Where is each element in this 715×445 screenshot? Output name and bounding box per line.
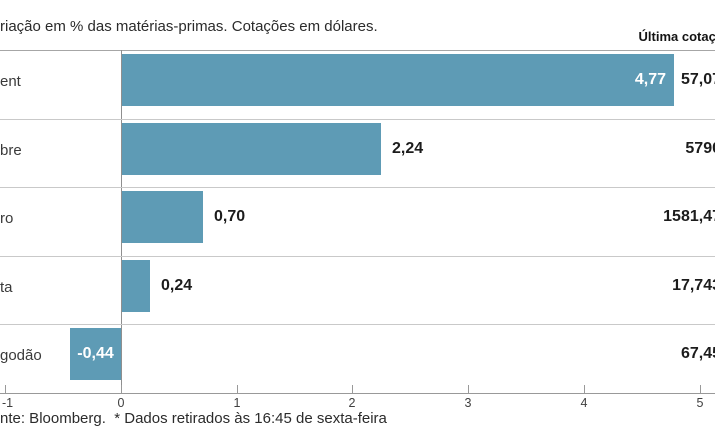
category-label-ouro: ro — [0, 210, 14, 227]
bar-algodao — [70, 328, 121, 380]
x-tick-label: 5 — [696, 396, 704, 410]
last-quote-prata: 17,743 — [672, 277, 715, 294]
last-quote-algodao: 67,45 — [680, 345, 715, 362]
x-axis-tick — [5, 385, 6, 393]
source-note: nte: Bloomberg. * Dados retirados às 16:… — [0, 410, 387, 427]
bar-value-prata: 0,24 — [161, 277, 193, 294]
last-quote-column-header: Última cotação — [638, 29, 715, 44]
bar-ouro — [122, 191, 203, 243]
bar-value-ouro: 0,70 — [214, 208, 246, 225]
chart-top-border — [0, 50, 715, 51]
last-quote-ouro: 1581,47 — [663, 208, 715, 225]
row-separator — [0, 324, 715, 325]
bar-value-algodao: -0,44 — [77, 345, 114, 362]
x-axis-tick — [237, 385, 238, 393]
last-quote-brent: 57,07 — [680, 71, 715, 88]
x-axis-tick — [584, 385, 585, 393]
category-label-algodao: godão — [0, 347, 42, 364]
x-tick-label: 1 — [233, 396, 241, 410]
x-axis-tick — [121, 385, 122, 393]
x-tick-label: 0 — [117, 396, 125, 410]
zero-axis-line — [121, 50, 122, 393]
chart-row-brent: ent 4,77 57,07 — [0, 50, 715, 118]
row-separator — [0, 256, 715, 257]
category-label-prata: ta — [0, 279, 13, 296]
row-separator — [0, 187, 715, 188]
x-tick-label: 4 — [580, 396, 588, 410]
x-axis-tick — [352, 385, 353, 393]
x-axis-tick — [468, 385, 469, 393]
last-quote-cobre: 5790 — [685, 140, 715, 157]
chart-subtitle: riação em % das matérias-primas. Cotaçõe… — [0, 18, 378, 35]
bar-value-cobre: 2,24 — [392, 140, 424, 157]
category-label-cobre: bre — [0, 142, 22, 159]
x-tick-label: -1 — [2, 396, 14, 410]
chart-row-algodao: godão -0,44 67,45 — [0, 324, 715, 392]
bar-cobre — [122, 123, 381, 175]
x-tick-label: 2 — [348, 396, 356, 410]
bar-brent — [122, 54, 674, 106]
chart-row-cobre: bre 2,24 5790 — [0, 119, 715, 187]
x-tick-label: 3 — [464, 396, 472, 410]
chart-row-ouro: ro 0,70 1581,47 — [0, 187, 715, 255]
x-axis-tick — [700, 385, 701, 393]
bar-prata — [122, 260, 150, 312]
x-axis-line — [0, 393, 715, 394]
category-label-brent: ent — [0, 73, 21, 90]
chart-row-prata: ta 0,24 17,743 — [0, 256, 715, 324]
row-separator — [0, 119, 715, 120]
bar-value-brent: 4,77 — [634, 71, 666, 88]
